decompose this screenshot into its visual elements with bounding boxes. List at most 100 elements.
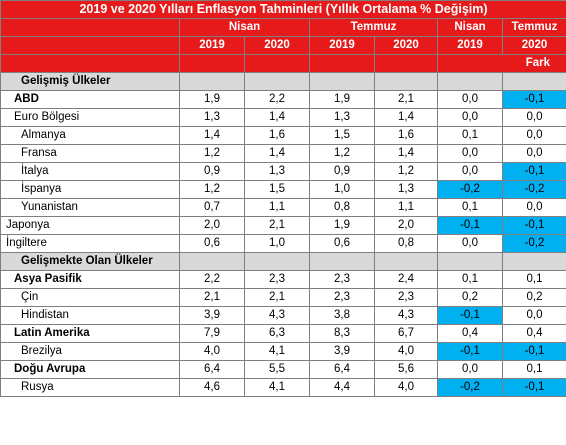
header-blank	[0, 18, 180, 37]
section-cell	[501, 72, 566, 91]
value-cell: 1,6	[374, 126, 438, 145]
value-cell: 2,4	[374, 270, 438, 289]
difference-cell: -0,1	[501, 90, 566, 109]
value-cell: 1,2	[374, 162, 438, 181]
difference-cell: 0,1	[437, 126, 503, 145]
difference-cell: -0,2	[501, 180, 566, 199]
value-cell: 1,6	[244, 126, 310, 145]
difference-cell: 0,1	[501, 360, 566, 379]
difference-cell: 0,1	[437, 270, 503, 289]
difference-cell: -0,1	[501, 378, 566, 397]
header-blank	[244, 54, 310, 73]
table-row: Japonya 2,0 2,1 1,9 2,0 -0,1 -0,1	[0, 216, 566, 235]
header-blank	[0, 54, 180, 73]
difference-cell: 0,2	[437, 288, 503, 307]
value-cell: 4,4	[309, 378, 375, 397]
section-cell	[501, 252, 566, 271]
table-row: Latin Amerika 7,9 6,3 8,3 6,7 0,4 0,4	[0, 324, 566, 343]
table-row: Fransa 1,2 1,4 1,2 1,4 0,0 0,0	[0, 144, 566, 163]
value-cell: 3,8	[309, 306, 375, 325]
value-cell: 2,0	[374, 216, 438, 235]
section-label: Gelişmekte Olan Ülkeler	[0, 252, 180, 271]
value-cell: 1,2	[179, 144, 245, 163]
value-cell: 1,9	[309, 90, 375, 109]
value-cell: 4,0	[374, 342, 438, 361]
value-cell: 4,6	[179, 378, 245, 397]
value-cell: 1,5	[244, 180, 310, 199]
country-label: Japonya	[0, 216, 180, 235]
header-year: 2019	[437, 36, 503, 55]
difference-cell: 0,0	[501, 198, 566, 217]
value-cell: 8,3	[309, 324, 375, 343]
table-row: Euro Bölgesi 1,3 1,4 1,3 1,4 0,0 0,0	[0, 108, 566, 127]
difference-cell: 0,0	[437, 144, 503, 163]
value-cell: 5,5	[244, 360, 310, 379]
country-label: Almanya	[0, 126, 180, 145]
value-cell: 4,0	[179, 342, 245, 361]
value-cell: 4,1	[244, 378, 310, 397]
country-label: İngiltere	[0, 234, 180, 253]
country-label: ABD	[0, 90, 180, 109]
value-cell: 2,3	[309, 270, 375, 289]
header-year: 2020	[244, 36, 310, 55]
value-cell: 1,3	[374, 180, 438, 199]
country-label: Hindistan	[0, 306, 180, 325]
value-cell: 7,9	[179, 324, 245, 343]
difference-cell: 0,0	[437, 108, 503, 127]
value-cell: 0,9	[179, 162, 245, 181]
value-cell: 2,1	[179, 288, 245, 307]
value-cell: 2,1	[244, 216, 310, 235]
section-cell	[179, 72, 245, 91]
difference-cell: 0,0	[501, 108, 566, 127]
value-cell: 1,9	[179, 90, 245, 109]
section-cell	[244, 72, 310, 91]
value-cell: 1,0	[309, 180, 375, 199]
difference-cell: 0,4	[437, 324, 503, 343]
value-cell: 1,3	[179, 108, 245, 127]
table-row: Brezilya 4,0 4,1 3,9 4,0 -0,1 -0,1	[0, 342, 566, 361]
value-cell: 1,4	[244, 108, 310, 127]
inflation-forecast-table: 2019 ve 2020 Yılları Enflasyon Tahminler…	[0, 0, 566, 397]
value-cell: 1,5	[309, 126, 375, 145]
country-label: Fransa	[0, 144, 180, 163]
value-cell: 3,9	[179, 306, 245, 325]
difference-cell: 0,1	[437, 198, 503, 217]
difference-cell: -0,2	[501, 234, 566, 253]
section-row: Gelişmiş Ülkeler	[0, 72, 566, 91]
country-label: Euro Bölgesi	[0, 108, 180, 127]
value-cell: 1,4	[374, 108, 438, 127]
section-cell	[244, 252, 310, 271]
value-cell: 1,3	[244, 162, 310, 181]
section-row: Gelişmekte Olan Ülkeler	[0, 252, 566, 271]
value-cell: 2,0	[179, 216, 245, 235]
header-year: 2019	[309, 36, 375, 55]
header-blank	[309, 54, 375, 73]
header-blank	[179, 54, 245, 73]
value-cell: 4,1	[244, 342, 310, 361]
difference-cell: 0,2	[501, 288, 566, 307]
value-cell: 1,1	[244, 198, 310, 217]
value-cell: 0,7	[179, 198, 245, 217]
table-row: Almanya 1,4 1,6 1,5 1,6 0,1 0,0	[0, 126, 566, 145]
table-row: ABD 1,9 2,2 1,9 2,1 0,0 -0,1	[0, 90, 566, 109]
difference-cell: -0,2	[437, 378, 503, 397]
value-cell: 5,6	[374, 360, 438, 379]
fark-header-row: Fark	[0, 54, 566, 73]
difference-cell: 0,0	[437, 234, 503, 253]
difference-cell: 0,0	[437, 360, 503, 379]
difference-cell: 0,0	[437, 162, 503, 181]
difference-cell: -0,1	[437, 216, 503, 235]
table-row: Asya Pasifik 2,2 2,3 2,3 2,4 0,1 0,1	[0, 270, 566, 289]
country-label: Çin	[0, 288, 180, 307]
value-cell: 4,3	[374, 306, 438, 325]
country-label: Brezilya	[0, 342, 180, 361]
table-row: Yunanistan 0,7 1,1 0,8 1,1 0,1 0,0	[0, 198, 566, 217]
country-label: Asya Pasifik	[0, 270, 180, 289]
table-row: İspanya 1,2 1,5 1,0 1,3 -0,2 -0,2	[0, 180, 566, 199]
table-row: İtalya 0,9 1,3 0,9 1,2 0,0 -0,1	[0, 162, 566, 181]
period-header-row: Nisan Temmuz Nisan Temmuz	[0, 18, 566, 37]
section-cell	[374, 72, 438, 91]
value-cell: 2,1	[374, 90, 438, 109]
title-row: 2019 ve 2020 Yılları Enflasyon Tahminler…	[0, 0, 566, 19]
value-cell: 0,6	[309, 234, 375, 253]
